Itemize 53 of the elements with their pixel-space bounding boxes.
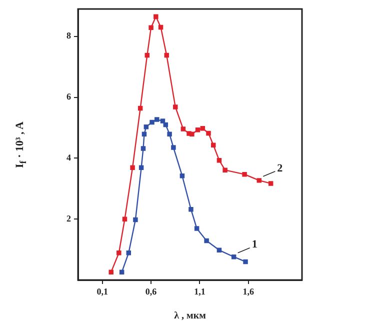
- y-tick-label: 6: [66, 92, 72, 102]
- x-tick-label: 0,6: [145, 286, 158, 297]
- point: [154, 14, 158, 19]
- point: [231, 254, 236, 260]
- x-tick-label: 1,1: [194, 286, 206, 297]
- point: [195, 128, 200, 132]
- point: [158, 24, 164, 30]
- point: [160, 118, 166, 124]
- point: [130, 165, 135, 170]
- x-tick-label: 0,1: [96, 286, 108, 297]
- y-tick-label: 4: [66, 152, 72, 163]
- point: [142, 132, 147, 137]
- y-tick-label: 2: [66, 213, 72, 224]
- point: [188, 206, 194, 212]
- series-label: 1: [252, 238, 258, 251]
- point: [243, 259, 248, 264]
- point: [180, 173, 185, 178]
- point: [180, 126, 186, 132]
- point: [163, 122, 168, 128]
- point: [190, 132, 194, 137]
- point: [200, 126, 206, 131]
- x-axis-title: λ , мкм: [174, 310, 206, 322]
- point: [167, 132, 172, 137]
- series-label: 2: [277, 162, 284, 174]
- point: [256, 178, 262, 183]
- point: [148, 25, 154, 30]
- point: [211, 142, 216, 148]
- point: [206, 130, 211, 136]
- x-tick-label: 1,6: [242, 286, 255, 297]
- point: [144, 52, 150, 58]
- point: [173, 104, 178, 110]
- point: [126, 250, 132, 256]
- point: [242, 172, 247, 177]
- point: [150, 120, 154, 125]
- point: [116, 250, 122, 256]
- point: [138, 165, 144, 170]
- point: [216, 158, 222, 163]
- point: [122, 216, 128, 222]
- point: [138, 106, 143, 111]
- point: [222, 168, 228, 172]
- point: [171, 145, 176, 150]
- point: [140, 146, 146, 151]
- y-tick-label: 8: [66, 30, 72, 41]
- point: [216, 248, 222, 253]
- point: [268, 181, 274, 186]
- point: [119, 270, 124, 274]
- point: [154, 117, 160, 122]
- point: [204, 238, 209, 244]
- point: [108, 270, 114, 274]
- point: [194, 226, 200, 231]
- point: [164, 52, 169, 58]
- point: [133, 217, 138, 222]
- point: [144, 124, 149, 130]
